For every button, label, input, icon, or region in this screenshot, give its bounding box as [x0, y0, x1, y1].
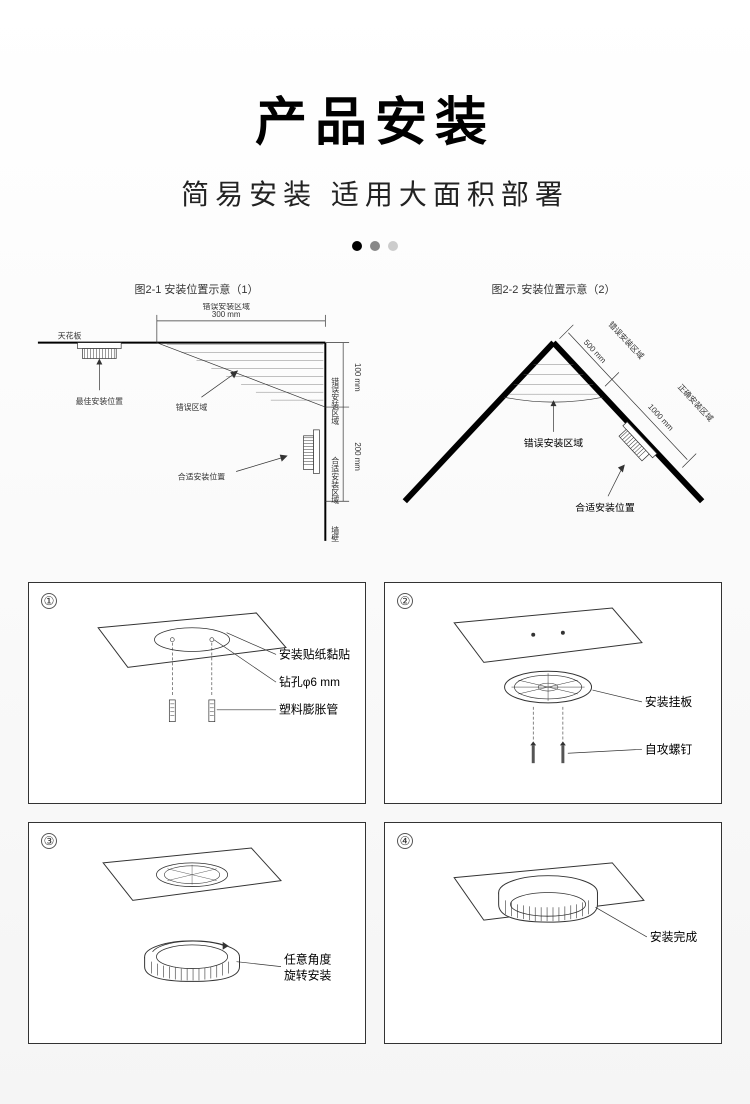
detector-wall-icon: [304, 430, 320, 474]
best-pos-label: 最佳安装位置: [76, 396, 124, 406]
diagram-2-2: 图2-2 安装位置示意（2） 500 mm 错误安装区域 1000 mm 正确安…: [385, 281, 722, 556]
step3-label1a: 任意角度: [284, 952, 332, 966]
install-steps: ①: [28, 582, 722, 1044]
header: 产品安装 简易安装 适用大面积部署: [0, 0, 750, 251]
diagram-2-2-title: 图2-2 安装位置示意（2）: [385, 281, 722, 297]
diagram-2-1: 图2-1 安装位置示意（1） 300 mm 错误安装区域: [28, 281, 365, 556]
detector-ceiling-icon: [78, 343, 122, 359]
wrong-zone-label: 错误安装区域: [607, 319, 647, 361]
page-title: 产品安装: [0, 80, 750, 155]
position-diagrams: 图2-1 安装位置示意（1） 300 mm 错误安装区域: [28, 281, 722, 556]
suitable-zone-right-label: 合适安装区域: [331, 456, 340, 505]
diagram-2-1-title: 图2-1 安装位置示意（1）: [28, 281, 365, 297]
dot-1: [352, 241, 362, 251]
step1-label3: 塑料膨胀管: [279, 703, 338, 717]
anchor-icon: [209, 700, 215, 722]
step4-label1: 安装完成: [650, 930, 698, 944]
dim-1000-label: 1000 mm: [646, 402, 675, 433]
anchor-icon: [169, 700, 175, 722]
dim-300-label: 300 mm: [212, 310, 241, 319]
step-3-num: ③: [41, 833, 57, 849]
dim-100-label: 100 mm: [353, 363, 362, 392]
wrong-zone-top-label: 错误安装区域: [202, 303, 250, 311]
step1-label2: 钻孔φ6 mm: [279, 675, 340, 689]
screw-icon: [530, 741, 536, 763]
indicator-dots: [0, 241, 750, 251]
screw-icon: [560, 741, 566, 763]
page-subtitle: 简易安装 适用大面积部署: [0, 173, 750, 213]
step2-label1: 安装挂板: [645, 695, 693, 709]
step2-label2: 自攻螺钉: [645, 742, 693, 756]
diagram-2-2-svg: 500 mm 错误安装区域 1000 mm 正确安装区域 错误安装区域: [385, 303, 722, 551]
wrong-area-label: 错误区域: [176, 402, 208, 412]
step3-label1b: 旋转安装: [284, 968, 332, 982]
step-1-num: ①: [41, 593, 57, 609]
step1-label1: 安装贴纸黏贴: [279, 647, 350, 661]
wall-label: 墙壁: [331, 525, 340, 542]
step-2-num: ②: [397, 593, 413, 609]
dot-3: [388, 241, 398, 251]
mounting-plate-icon: [505, 671, 592, 703]
step-1: ①: [28, 582, 366, 804]
step-3: ③: [28, 822, 366, 1044]
correct-zone-label: 正确安装区域: [676, 382, 716, 424]
detector-installed-icon: [499, 875, 598, 921]
wrong-zone-right-label: 错误安装区域: [331, 376, 340, 425]
wrong-area-d2-label: 错误安装区域: [524, 437, 584, 450]
dim-200-label: 200 mm: [353, 442, 362, 471]
step-2: ②: [384, 582, 722, 804]
dot-2: [370, 241, 380, 251]
step-4-num: ④: [397, 833, 413, 849]
ceiling-label: 天花板: [58, 331, 82, 341]
diagram-2-1-svg: 300 mm 错误安装区域 100 mm 200 mm: [28, 303, 365, 551]
step-4: ④ 安装完成: [384, 822, 722, 1044]
suitable-pos-d2-label: 合适安装位置: [575, 501, 635, 514]
suitable-pos-label: 合适安装位置: [178, 471, 226, 481]
